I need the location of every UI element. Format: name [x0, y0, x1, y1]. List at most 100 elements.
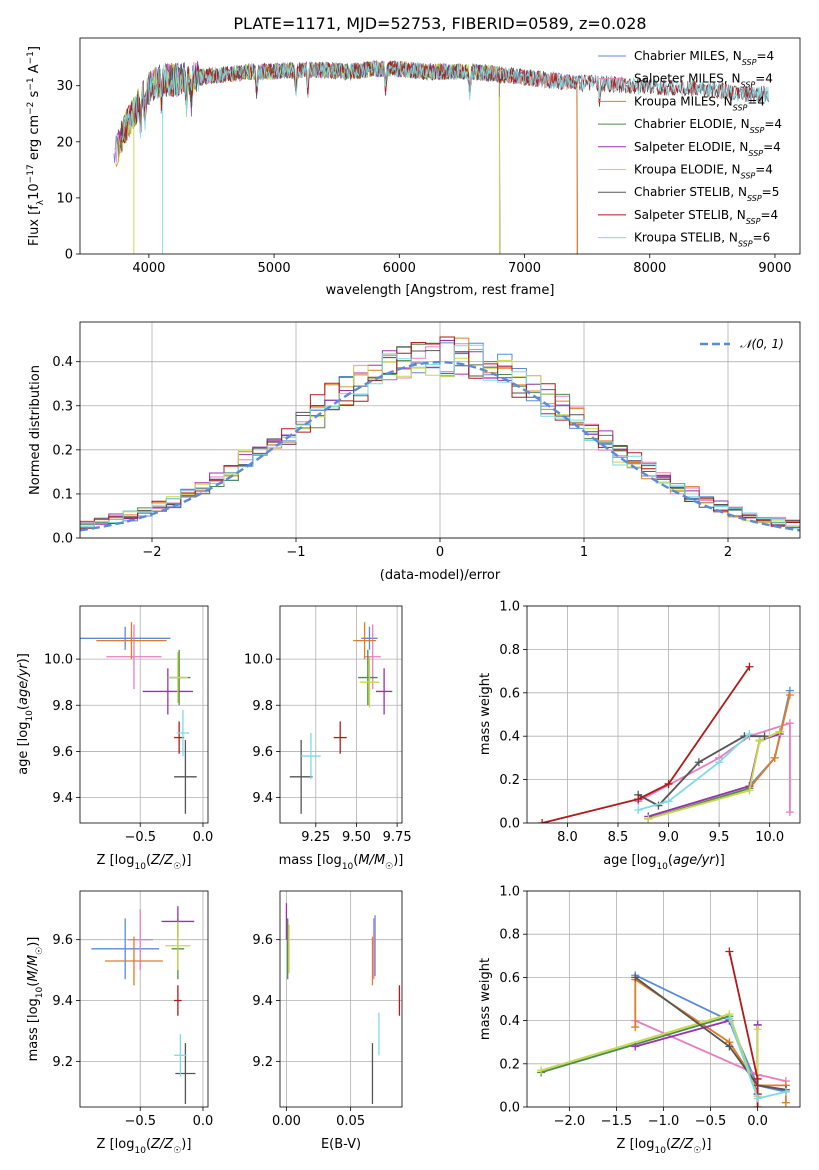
weight-marker [785, 808, 794, 817]
x-tick-label: 10.0 [755, 830, 784, 845]
y-tick-label: 9.8 [52, 699, 73, 714]
y-tick-label: 0.0 [499, 817, 520, 832]
weight-marker [760, 732, 769, 741]
axes-frame [279, 605, 403, 824]
y-tick-label: 1.0 [499, 600, 520, 615]
weight-marker [538, 819, 547, 823]
weight-marker [745, 786, 754, 795]
y-tick-label: 9.4 [52, 791, 73, 806]
y-tick-label: 0.4 [499, 730, 520, 745]
y-tick-label: 9.4 [252, 994, 273, 1009]
weight-marker [725, 1014, 734, 1023]
weight-marker [634, 795, 643, 804]
legend-label-1: Salpeter MILES, NSSP=4 [634, 72, 773, 90]
panel-age_vs_mass: 9.25 9.50 9.75 9.4 9.6 9.8 10.0 mass [log10(M/M… [244, 605, 412, 872]
weight-line-8 [637, 733, 751, 811]
y-tick-label: 0.0 [52, 532, 73, 547]
weight-line-7 [541, 666, 751, 823]
axes-frame [79, 321, 801, 539]
x-tick-label: 9.25 [301, 830, 330, 845]
y-axis-label: Normed distribution [28, 365, 43, 495]
legend: Chabrier MILES, NSSP=4 Salpeter MILES, NS… [598, 49, 782, 248]
x-tick-label: 9.5 [709, 830, 730, 845]
errorbar-point-2 [353, 622, 376, 660]
y-tick-label: 0.8 [499, 643, 520, 658]
x-axis-label: (data-model)/error [380, 568, 501, 583]
x-tick-label: 0.0 [193, 830, 214, 845]
weight-marker [753, 1103, 762, 1107]
y-axis-label: mass weight [478, 958, 493, 1040]
y-tick-label: 0.0 [499, 1101, 520, 1116]
panel-spectrum: 4000 5000 6000 7000 8000 9000 0 10 20 30 wavelengt… [26, 37, 801, 298]
legend-label-3: Chabrier ELODIE, NSSP=4 [634, 117, 782, 135]
y-tick-label: 20 [56, 135, 73, 150]
weight-line-5 [540, 1012, 759, 1097]
weight-marker [785, 719, 794, 728]
plot-area [91, 906, 196, 1104]
weight-line-6 [634, 976, 787, 1091]
figure-title: PLATE=1171, MJD=52753, FIBERID=0589, z=0… [233, 14, 646, 33]
gaussian-reference-line [80, 360, 800, 532]
histogram-series-8 [80, 344, 800, 538]
errorbar-point-4 [142, 668, 193, 715]
axes-frame [279, 890, 403, 1108]
errorbar-point-5 [165, 921, 191, 971]
x-tick-label: −1.0 [648, 1114, 680, 1129]
plot-area [80, 336, 800, 538]
axes-frame [79, 37, 801, 255]
x-axis-label: Z [log10(Z/Z☉)] [97, 853, 192, 872]
weight-marker [631, 1023, 640, 1032]
errorbar-point-5 [167, 652, 188, 703]
x-tick-label: 1 [580, 545, 588, 560]
legend-label-7: Salpeter STELIB, NSSP=4 [634, 208, 778, 226]
axes-frame [526, 605, 801, 824]
y-tick-label: 0.6 [499, 686, 520, 701]
weight-marker [634, 805, 643, 814]
plot-area [538, 662, 794, 823]
panel-age_vs_Z: −0.5 0.0 9.4 9.6 9.8 10.0 Z [log10(Z/Z☉)] age [… [16, 605, 214, 872]
x-tick-label: 5000 [258, 261, 291, 276]
errorbar-point-0 [80, 626, 171, 650]
x-tick-label: −1 [286, 545, 305, 560]
y-tick-label: 0.2 [52, 443, 73, 458]
x-tick-label: 0.0 [747, 1114, 768, 1129]
x-tick-label: −1.5 [601, 1114, 633, 1129]
y-tick-label: 30 [56, 79, 73, 94]
errorbar-point-1 [127, 909, 153, 971]
panel-residuals: −2 −1 0 1 2 0.0 0.1 0.2 0.3 0.4 (data-model)/error… [28, 321, 801, 583]
weight-marker [775, 727, 784, 736]
x-axis-label: age [log10(age/yr)] [603, 853, 725, 872]
errorbar-point-2 [96, 622, 167, 660]
weight-marker [644, 814, 653, 823]
errorbar-point-6 [289, 739, 313, 814]
x-tick-label: −0.5 [695, 1114, 727, 1129]
plot-area [289, 622, 393, 814]
errorbar-point-7 [333, 721, 347, 754]
weight-marker [537, 1066, 546, 1075]
weight-marker [753, 1094, 762, 1103]
errorbar-point-4 [375, 668, 393, 715]
panel-mass_vs_Z: −0.5 0.0 9.2 9.4 9.6 Z [log10(Z/Z☉)] mass [log… [26, 890, 214, 1156]
x-tick-label: 8000 [633, 261, 666, 276]
y-axis-label: mass weight [478, 673, 493, 755]
axes-frame [526, 890, 801, 1108]
y-tick-label: 0.2 [499, 773, 520, 788]
errorbar-point-0 [91, 918, 160, 980]
x-axis-label: wavelength [Angstrom, rest frame] [326, 283, 555, 298]
weight-marker [785, 690, 794, 699]
y-axis-label: age [log10(age/yr)] [16, 653, 35, 775]
y-tick-label: 9.2 [252, 1055, 273, 1070]
weight-marker [664, 779, 673, 788]
errorbar-point-8 [174, 1033, 187, 1077]
x-tick-label: 0 [436, 545, 444, 560]
x-axis-label: E(B-V) [321, 1137, 361, 1152]
x-tick-label: 0.05 [336, 1114, 365, 1129]
histogram-series-7 [80, 336, 800, 538]
y-tick-label: 9.4 [52, 994, 73, 1009]
x-tick-label: 9.75 [383, 830, 412, 845]
x-tick-label: 9.0 [658, 830, 679, 845]
y-tick-label: 9.4 [252, 791, 273, 806]
weight-marker [664, 797, 673, 806]
x-tick-label: 0.0 [193, 1114, 214, 1129]
